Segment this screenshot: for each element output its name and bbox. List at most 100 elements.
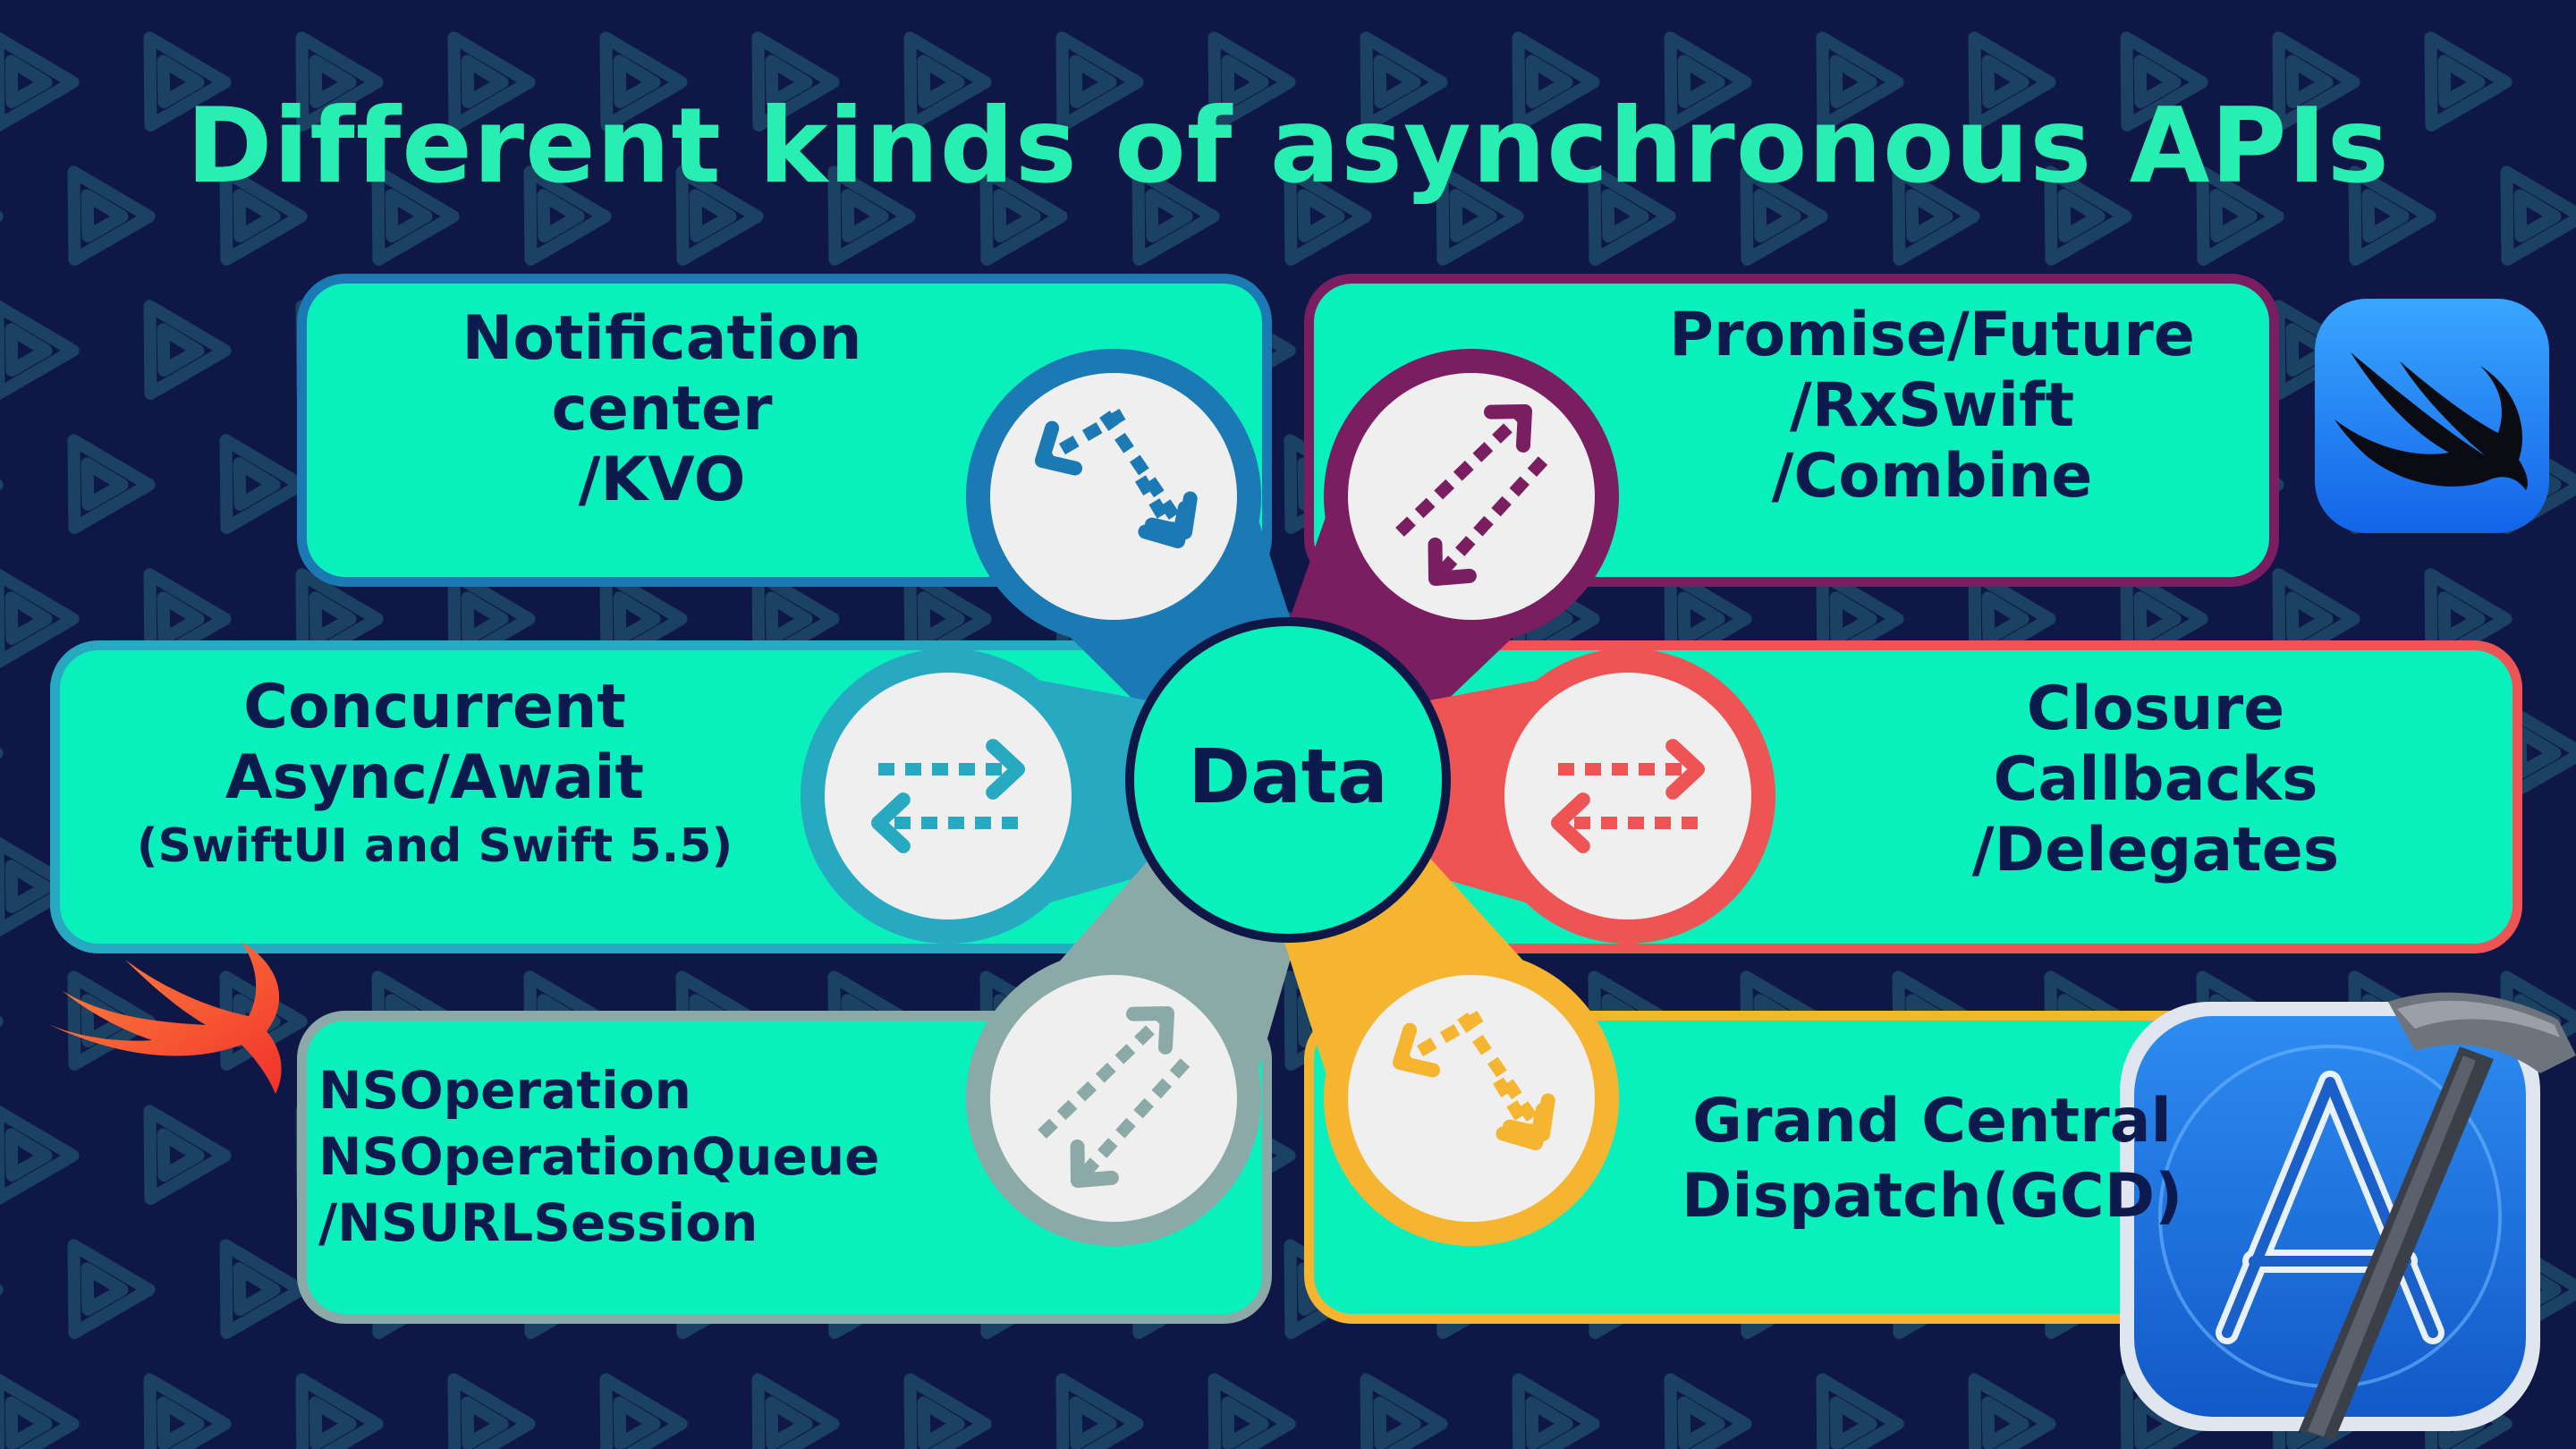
pattern-shape: [751, 1373, 840, 1449]
pattern-shape: [143, 31, 232, 131]
pattern-shape: [599, 568, 688, 668]
pattern-shape: [1664, 1373, 1752, 1449]
pattern-shape: [67, 434, 156, 534]
label-line: /RxSwift: [1789, 369, 2075, 441]
pattern-shape: [675, 165, 764, 266]
label-grand-central-dispatch: Grand Central Dispatch(GCD): [1610, 1084, 2254, 1235]
arrow-head: [1070, 1140, 1119, 1188]
pattern-shape: [295, 31, 384, 131]
arrow-head: [1496, 1102, 1550, 1150]
pattern-shape: [523, 165, 612, 266]
arrow-head: [1138, 500, 1192, 548]
pattern-shape: [599, 31, 688, 131]
pattern-shape: [1968, 568, 2056, 668]
arrow-shaft: [1457, 1013, 1548, 1138]
pattern-shape: [751, 31, 840, 131]
arrow-shaft: [1134, 475, 1184, 545]
horizontal-arrows-icon: [1480, 648, 1775, 944]
pattern-shape: [2348, 165, 2436, 266]
pattern-shape: [1968, 31, 2056, 131]
node-circle: [1504, 673, 1751, 919]
pattern-shape: [219, 1239, 308, 1339]
arrow-head: [1551, 792, 1590, 853]
arrow-head: [1393, 1022, 1441, 1078]
arrow-shaft: [1099, 411, 1191, 536]
pattern-shape: [599, 1373, 688, 1449]
pattern-shape: [0, 1105, 80, 1205]
arrow-head: [871, 792, 911, 853]
pattern-shape: [1208, 31, 1296, 131]
pattern-shape: [903, 568, 992, 668]
pattern-shape: [0, 1373, 80, 1449]
pattern-shape: [0, 836, 80, 936]
label-line: /Combine: [1771, 440, 2093, 512]
center-label: Data: [1188, 733, 1388, 820]
label-line: Concurrent: [243, 672, 626, 742]
pattern-shape: [447, 1373, 536, 1449]
pattern-shape: [1208, 1373, 1296, 1449]
horizontal-arrows-icon: [801, 648, 1096, 944]
pattern-shape: [1664, 31, 1752, 131]
label-line: Notification: [462, 303, 862, 374]
node-circle: [825, 673, 1072, 919]
pattern-shape: [1360, 31, 1448, 131]
xcode-logo-icon: [2120, 992, 2576, 1440]
pattern-shape: [1588, 165, 1676, 266]
pattern-shape: [371, 165, 460, 266]
pattern-shape: [1512, 1373, 1600, 1449]
label-line: Callbacks: [1993, 743, 2318, 815]
pattern-shape: [2044, 165, 2132, 266]
node-circle: [990, 373, 1237, 620]
pattern-shape: [143, 1373, 232, 1449]
diagonal-arrows-icon: [1324, 349, 1619, 644]
pattern-shape: [903, 31, 992, 131]
pattern-shape: [751, 568, 840, 668]
pattern-shape: [447, 568, 536, 668]
pattern-shape: [0, 568, 80, 668]
label-line: Promise/Future: [1669, 300, 2195, 370]
label-nsoperation: NSOperation NSOperationQueue /NSURLSessi…: [318, 1057, 962, 1257]
pattern-shape: [1816, 568, 1904, 668]
hub-circle: [1134, 626, 1442, 934]
label-line: NSOperation: [318, 1060, 691, 1121]
pattern-shape: [2272, 31, 2360, 131]
pattern-shape: [2272, 568, 2360, 668]
page-title: Different kinds of asynchronous APIs: [186, 86, 2390, 207]
pattern-shape: [1360, 1373, 1448, 1449]
arrow-head: [1665, 739, 1705, 800]
arrow-head: [1484, 404, 1532, 453]
pattern-shape: [1664, 568, 1752, 668]
pattern-shape: [295, 1373, 384, 1449]
pattern-shape: [1968, 1373, 2056, 1449]
pattern-shape: [295, 568, 384, 668]
label-line: /Delegates: [1971, 814, 2340, 886]
pattern-shape: [979, 165, 1068, 266]
pattern-shape: [219, 434, 308, 534]
pattern-shape: [67, 165, 156, 266]
arrow-shaft: [1038, 1008, 1172, 1140]
pattern-shape: [143, 300, 232, 400]
pattern-shape: [2424, 568, 2512, 668]
label-promise-future: Promise/Future /RxSwift /Combine: [1601, 300, 2263, 513]
pattern-shape: [2196, 165, 2284, 266]
swiftui-logo-icon: [2315, 299, 2549, 533]
diagonal-arrows-icon: [966, 349, 1261, 644]
arrow-shaft: [1395, 406, 1530, 538]
pattern-shape: [143, 568, 232, 668]
pattern-shape: [903, 1373, 992, 1449]
pattern-shape: [1892, 165, 1980, 266]
label-line: Async/Await: [225, 741, 645, 813]
label-line: center: [551, 373, 773, 445]
pattern-shape: [1816, 31, 1904, 131]
pattern-shape: [447, 31, 536, 131]
pattern-shape: [1740, 165, 1828, 266]
label-concurrent-async-await: Concurrent Async/Await (SwiftUI and Swif…: [86, 672, 784, 873]
label-line: NSOperationQueue: [318, 1126, 880, 1188]
diagonal-arrows-icon: [966, 951, 1261, 1246]
swift-logo-icon: [45, 942, 282, 1094]
pattern-shape: [1284, 165, 1372, 266]
label-closure-callbacks: Closure Callbacks /Delegates: [1843, 674, 2469, 886]
pattern-shape: [1816, 1373, 1904, 1449]
node-circle: [990, 975, 1237, 1222]
arrow-head: [1428, 538, 1477, 586]
